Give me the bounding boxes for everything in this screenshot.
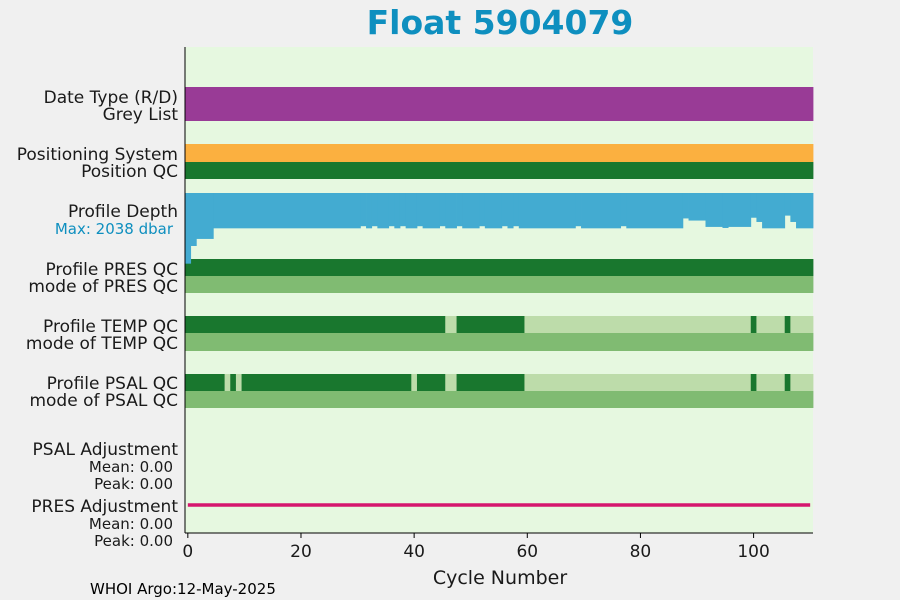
profile-depth-bar [366, 193, 373, 229]
profile-depth-bar [388, 193, 395, 227]
profile-depth-bar [626, 193, 684, 229]
profile-depth-bar [784, 193, 791, 216]
temp-qc-segment [185, 316, 446, 333]
position-qc-label: Position QC [81, 162, 178, 182]
profile-depth-bar [422, 193, 440, 229]
pres-adjustment-label: PRES Adjustment [31, 497, 178, 517]
psal-qc-segment [241, 374, 412, 391]
psal-qc-segment [185, 374, 226, 391]
temp-qc-segment [750, 316, 757, 333]
psal-mode-segment [185, 391, 814, 408]
psal-mode-label: mode of PSAL QC [29, 391, 178, 411]
profile-depth-bar [513, 193, 520, 227]
chart-title: Float 5904079 [367, 3, 634, 42]
profile-depth-bar [501, 193, 508, 227]
profile-depth-bar [728, 193, 752, 227]
positioning-system-label: Positioning System [17, 145, 178, 165]
profile-depth-bar [507, 193, 514, 229]
profile-depth-bar [581, 193, 622, 229]
x-axis-label: Cycle Number [433, 567, 567, 589]
profile-depth-bar [705, 193, 723, 227]
profile-depth-bar [399, 193, 407, 227]
psal-qc-segment [756, 374, 786, 391]
profile-depth-bar [190, 193, 197, 246]
temp-qc-segment [784, 316, 791, 333]
profile-depth-bar [196, 193, 214, 239]
psal-adjustment-label: PSAL Adjustment [33, 440, 179, 460]
temp-mode-segment [185, 333, 814, 351]
profile-depth-bar [790, 193, 797, 222]
x-tick-label: 20 [290, 542, 312, 562]
psal-qc-segment [416, 374, 446, 391]
profile-depth-bar [371, 193, 378, 227]
profile-depth-bar [377, 193, 390, 229]
psal-qc-segment [445, 374, 457, 391]
date-type-label: Date Type (R/D) [44, 88, 178, 108]
psal-qc-segment [524, 374, 752, 391]
profile-depth-bar [416, 193, 424, 227]
profile-depth-bar [575, 193, 582, 227]
psal-adjustment-mean: Mean: 0.00 [89, 458, 173, 476]
profile-depth-bar [439, 193, 446, 227]
profile-depth-bar [796, 193, 814, 229]
profile-depth-bar [360, 193, 367, 227]
profile-depth-bar [185, 193, 192, 264]
pres-qc-label: Profile PRES QC [45, 260, 178, 280]
pres-mode-label: mode of PRES QC [28, 277, 178, 297]
profile-depth-bars [185, 193, 814, 264]
pres-qc-segment [185, 259, 814, 276]
profile-depth-bar [462, 193, 480, 229]
footer-credit: WHOI Argo:12-May-2025 [90, 580, 276, 598]
temp-qc-segment [445, 316, 457, 333]
profile-depth-bar [445, 193, 457, 229]
grey-list-label: Grey List [103, 105, 179, 125]
profile-depth-bar [213, 193, 361, 229]
psal-qc-segment [784, 374, 791, 391]
profile-depth-bar [479, 193, 486, 227]
profile-depth-label: Profile Depth [68, 202, 178, 222]
profile-depth-bar [456, 193, 463, 227]
profile-depth-bar [484, 193, 503, 229]
profile-depth-bar [722, 193, 729, 228]
psal-qc-label: Profile PSAL QC [47, 374, 178, 394]
psal-qc-segment [230, 374, 237, 391]
temp-qc-segment [756, 316, 786, 333]
grey-list-segment [185, 87, 814, 121]
pres-adjustment-peak: Peak: 0.00 [94, 532, 173, 550]
x-tick-label: 60 [516, 542, 538, 562]
profile-depth-bar [756, 193, 763, 222]
x-tick-label: 80 [630, 542, 652, 562]
profile-depth-bar [394, 193, 401, 229]
x-tick-label: 0 [182, 542, 193, 562]
profile-depth-bar [762, 193, 786, 229]
profile-depth-bar [682, 193, 689, 219]
pres-mode-segment [185, 276, 814, 293]
psal-qc-segment [790, 374, 814, 391]
psal-adjustment-peak: Peak: 0.00 [94, 475, 173, 493]
profile-depth-bar [688, 193, 706, 221]
positioning-system-segment [185, 144, 814, 162]
temp-qc-label: Profile TEMP QC [43, 317, 178, 337]
pres-adjustment-mean: Mean: 0.00 [89, 515, 173, 533]
profile-depth-max-label: Max: 2038 dbar [55, 220, 174, 238]
x-tick-label: 40 [403, 542, 425, 562]
profile-depth-bar [518, 193, 576, 229]
qc-bars [185, 87, 814, 408]
psal-qc-segment [456, 374, 525, 391]
position-qc-segment [185, 162, 814, 179]
x-ticks: 0 20 40 60 80 100 [182, 533, 770, 562]
profile-depth-bar [750, 193, 757, 218]
psal-qc-segment [750, 374, 757, 391]
psal-qc-segment [224, 374, 231, 391]
profile-depth-bar [620, 193, 627, 227]
temp-qc-segment [456, 316, 525, 333]
profile-depth-bar [405, 193, 418, 229]
x-tick-label: 100 [737, 542, 769, 562]
psal-qc-segment [411, 374, 418, 391]
temp-mode-label: mode of TEMP QC [26, 334, 178, 354]
temp-qc-segment [524, 316, 752, 333]
temp-qc-segment [790, 316, 814, 333]
psal-qc-segment [235, 374, 242, 391]
